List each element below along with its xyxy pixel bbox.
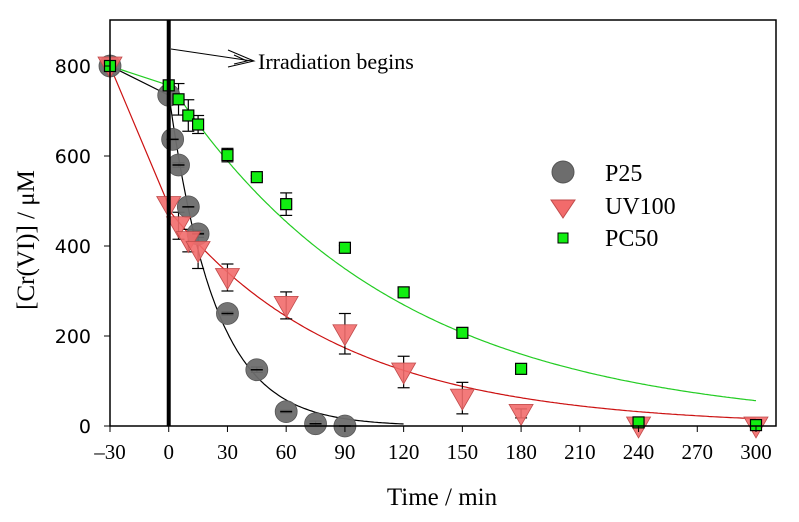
y-tick-label: 600: [55, 146, 91, 168]
point-uv100: [185, 241, 211, 264]
legend-item-pc50: PC50: [557, 226, 658, 252]
annotation-arrow-head-icon: [227, 49, 256, 68]
fit-curve-pc50: [168, 81, 757, 402]
irradiation-annotation: Irradiation begins: [170, 48, 414, 74]
x-tick-label: –30: [93, 440, 126, 464]
legend-label-p25: P25: [605, 161, 642, 187]
legend-item-p25: P25: [551, 160, 642, 187]
data-points: [97, 54, 769, 439]
point-uv100: [449, 388, 476, 411]
x-axis-ticks: –30 0 30 60 90 120 150 180 210 240 270 300: [93, 426, 772, 464]
x-tick-label: 120: [388, 440, 420, 464]
annotation-label: Irradiation begins: [258, 49, 414, 74]
x-tick-label: 60: [276, 440, 297, 464]
connector-lines: [109, 65, 170, 206]
y-tick-label: 200: [55, 326, 91, 348]
x-tick-label: 300: [740, 440, 772, 464]
point-pc50: [397, 286, 410, 299]
x-tick-label: 240: [623, 440, 655, 464]
point-pc50: [182, 109, 195, 122]
point-pc50: [221, 149, 234, 162]
y-tick-label: 400: [55, 236, 91, 258]
pre-irradiation-line-uv100: [109, 65, 170, 206]
point-uv100: [332, 324, 358, 347]
y-axis-ticks: 0 200 400 600 800: [55, 56, 110, 438]
legend-label-uv100: UV100: [605, 194, 676, 220]
point-pc50: [338, 241, 352, 254]
y-tick-label: 0: [79, 416, 91, 438]
legend-item-uv100: UV100: [550, 194, 676, 220]
x-tick-label: 210: [564, 440, 596, 464]
point-uv100: [214, 268, 241, 291]
point-uv100: [273, 295, 299, 319]
y-axis-title: [Cr(VI)] / μM: [13, 170, 40, 310]
x-tick-label: 150: [447, 440, 479, 464]
point-uv100: [508, 403, 534, 427]
fit-curve-p25: [168, 92, 404, 425]
point-uv100: [165, 216, 192, 239]
point-pc50: [250, 171, 263, 184]
legend-square-icon: [557, 232, 569, 244]
plot-frame: [109, 19, 777, 427]
x-tick-label: 270: [682, 440, 714, 464]
legend-circle-icon: [551, 160, 575, 184]
point-pc50: [172, 93, 185, 106]
annotation-arrow-shaft: [170, 48, 253, 62]
x-tick-label: 90: [334, 440, 355, 464]
x-tick-label: 30: [217, 440, 238, 464]
x-axis-title: Time / min: [387, 484, 498, 511]
point-uv100: [390, 362, 417, 385]
annotation-arrow-head-inner: [233, 54, 249, 65]
x-tick-label: 0: [163, 440, 174, 464]
point-pc50: [191, 118, 205, 131]
x-tick-label: 180: [505, 440, 537, 464]
legend: P25 UV100 PC50: [550, 160, 676, 252]
legend-label-pc50: PC50: [605, 226, 658, 252]
point-pc50: [456, 326, 469, 339]
error-bars: [172, 82, 528, 428]
point-pc50: [280, 198, 293, 211]
y-tick-label: 800: [55, 56, 91, 78]
legend-triangle-icon: [550, 199, 576, 219]
point-pc50: [514, 362, 528, 375]
